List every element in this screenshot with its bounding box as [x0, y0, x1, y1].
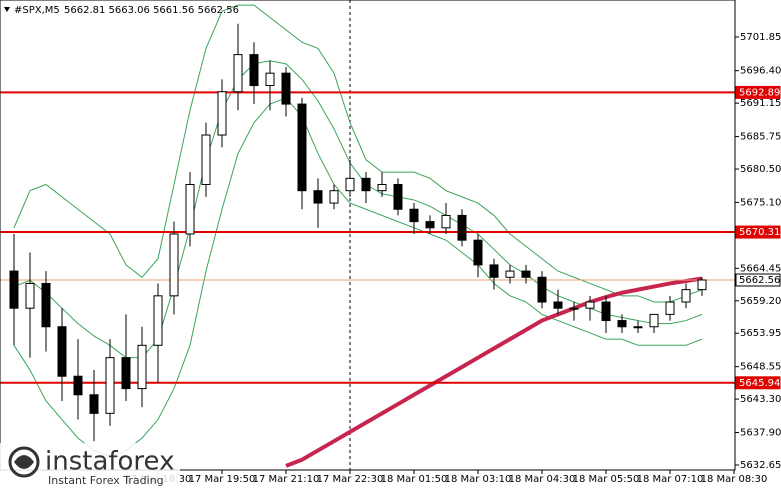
- symbol: #SPX,M5: [14, 5, 60, 16]
- candle-body: [489, 264, 499, 278]
- candle-body: [425, 221, 435, 229]
- ohlc-text: 5662.81 5663.06 5661.56 5662.56: [64, 5, 239, 16]
- header: #SPX,M5 5662.81 5663.06 5661.56 5662.56: [4, 5, 239, 16]
- candle-body: [601, 301, 611, 322]
- candle-body: [9, 270, 19, 309]
- candle-body: [377, 183, 387, 192]
- dropdown-icon: [4, 7, 10, 12]
- y-tick-label: 5701.85: [740, 32, 781, 43]
- indicator-line: [285, 276, 703, 468]
- candle-body: [553, 301, 563, 309]
- candle-body: [633, 326, 643, 329]
- indicator-line: [13, 4, 703, 303]
- candle-body: [217, 91, 227, 136]
- x-tick-label: 18 Mar 08:30: [701, 474, 768, 485]
- candle-body: [153, 295, 163, 346]
- y-tick-label: 5653.95: [740, 328, 781, 339]
- price-label-box: [735, 273, 781, 287]
- candle-body: [121, 357, 131, 390]
- price-label: 5662.56: [739, 275, 780, 286]
- y-tick-label: 5632.65: [740, 460, 781, 471]
- y-tick-label: 5680.50: [740, 164, 781, 175]
- candle-body: [25, 282, 35, 309]
- y-tick-label: 5691.15: [740, 98, 781, 109]
- candle-body: [105, 357, 115, 414]
- candle-body: [457, 214, 467, 241]
- price-label-box: [735, 85, 781, 99]
- logo-icon: [8, 446, 40, 478]
- y-tick-label: 5664.45: [740, 263, 781, 274]
- candle-body: [169, 233, 179, 297]
- x-tick-label: 18 Mar 05:50: [573, 474, 640, 485]
- candle-body: [345, 177, 355, 192]
- candle-body: [281, 72, 291, 105]
- x-tick-label: 18 Mar 01:50: [381, 474, 448, 485]
- candle-body: [329, 190, 339, 204]
- candle-body: [57, 326, 67, 377]
- price-label-box: [735, 225, 781, 239]
- candle-body: [201, 134, 211, 185]
- candle-body: [313, 190, 323, 204]
- y-tick-label: 5643.30: [740, 394, 781, 405]
- candle-body: [249, 54, 259, 87]
- y-tick-label: 5696.40: [740, 66, 781, 77]
- logo-icon-inner: [14, 455, 34, 469]
- y-tick-label: 5659.20: [740, 296, 781, 307]
- candle-body: [297, 103, 307, 192]
- price-label-box: [735, 376, 781, 390]
- logo-text: instaforex: [45, 447, 174, 477]
- candle-body: [697, 279, 707, 291]
- candle-body: [409, 208, 419, 223]
- candle-body: [585, 301, 595, 309]
- candle-body: [665, 301, 675, 315]
- candle-body: [681, 289, 691, 303]
- candle-body: [233, 54, 243, 93]
- candle-body: [185, 183, 195, 235]
- plot-area: [0, 4, 735, 468]
- price-label: 5670.31: [739, 227, 780, 238]
- candle-body: [569, 307, 579, 310]
- logo-tagline: Instant Forex Trading: [48, 474, 164, 487]
- y-tick-label: 5637.90: [740, 428, 781, 439]
- candle-body: [393, 183, 403, 210]
- candle-body: [137, 344, 147, 390]
- candle-body: [361, 177, 371, 192]
- price-label: 5692.89: [739, 87, 780, 98]
- y-tick-label: 5675.10: [740, 197, 781, 208]
- candle-body: [521, 270, 531, 278]
- axes: 5701.85 5696.40 5691.15 5685.75 5680.50 5675.…: [125, 32, 781, 485]
- candle-body: [41, 282, 51, 328]
- y-tick-label: 5648.55: [740, 362, 781, 373]
- candle-body: [537, 276, 547, 303]
- candle-body: [89, 394, 99, 414]
- plot-frame: [0, 0, 736, 471]
- x-tick-label: 18 Mar 07:10: [637, 474, 704, 485]
- candle-body: [73, 375, 83, 396]
- x-tick-label: 18 Mar 04:30: [509, 474, 576, 485]
- candle-body: [505, 270, 515, 278]
- price-label: 5645.94: [739, 378, 780, 389]
- candle-body: [265, 72, 275, 87]
- candle-body: [473, 239, 483, 266]
- logo: instaforex Instant Forex Trading: [0, 443, 180, 489]
- x-tick-label: 18 Mar 03:10: [445, 474, 512, 485]
- candle-body: [441, 214, 451, 229]
- candle-body: [617, 320, 627, 328]
- y-tick-label: 5685.75: [740, 132, 781, 143]
- x-tick-label: 17 Mar 22:30: [317, 474, 384, 485]
- candle-body: [649, 313, 659, 328]
- x-tick-label: 17 Mar 19:50: [189, 474, 256, 485]
- x-tick-label: 17 Mar 21:10: [253, 474, 320, 485]
